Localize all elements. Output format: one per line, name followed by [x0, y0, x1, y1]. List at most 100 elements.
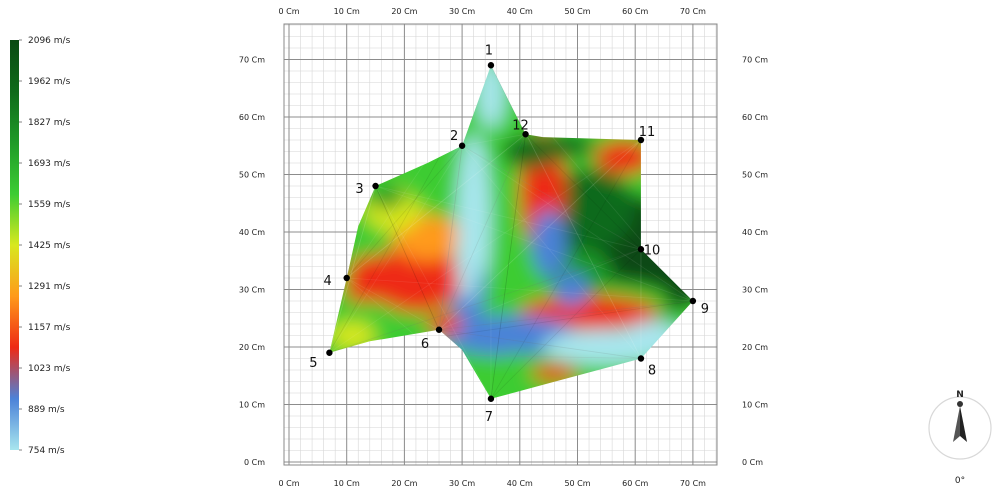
x-axis-bottom: 0 Cm 10 Cm 20 Cm 30 Cm 40 Cm 50 Cm 60 Cm 70 Cm — [278, 479, 706, 488]
ray-path — [438, 248, 642, 331]
sensor-point — [487, 395, 495, 402]
y-tick-label: 40 Cm — [742, 228, 768, 237]
ray-path — [438, 329, 642, 359]
compass-north-label: N — [956, 390, 964, 400]
sensor-point — [637, 355, 645, 362]
ray-path — [438, 134, 526, 330]
y-tick-label: 50 Cm — [239, 171, 265, 180]
y-tick-label: 10 Cm — [239, 401, 265, 410]
velocity-blob — [456, 209, 480, 301]
legend-label: 1827 m/s — [28, 118, 71, 128]
velocity-blob — [346, 254, 393, 313]
y-tick-label: 60 Cm — [239, 113, 265, 122]
sensor-point — [343, 274, 350, 282]
sensor-point — [637, 136, 645, 144]
sensor-point — [689, 297, 697, 305]
sensor-point — [522, 131, 529, 138]
y-tick-label: 50 Cm — [742, 171, 768, 180]
ray-path — [461, 145, 693, 302]
ray-path — [490, 248, 642, 399]
y-tick-label: 20 Cm — [742, 343, 768, 352]
velocity-blob — [594, 140, 653, 175]
legend-label: 1962 m/s — [28, 77, 71, 87]
x-tick-label: 20 Cm — [391, 479, 417, 488]
sensor-point-label: 12 — [512, 118, 529, 133]
sensor-point-label: 3 — [355, 182, 363, 197]
velocity-blob — [537, 134, 595, 158]
y-tick-label: 0 Cm — [244, 458, 265, 467]
north-compass[interactable]: N 0° — [928, 390, 992, 486]
ray-path — [461, 145, 642, 250]
sensor-point-label: 7 — [485, 410, 493, 425]
y-tick-label: 10 Cm — [742, 401, 768, 410]
sensor-point-label: 4 — [324, 274, 332, 289]
y-axis-left: 0 Cm 10 Cm 20 Cm 30 Cm 40 Cm 50 Cm 60 Cm 70 Cm — [239, 56, 265, 468]
ray-path — [438, 145, 463, 330]
plot-border — [283, 23, 718, 466]
velocity-blob — [369, 186, 405, 209]
ray-path — [329, 248, 642, 354]
ray-path — [438, 145, 463, 330]
ray-path — [438, 134, 526, 330]
sensor-point — [487, 62, 495, 69]
sensor-point-label: 5 — [309, 356, 317, 371]
x-axis-top: 0 Cm 10 Cm 20 Cm 30 Cm 40 Cm 50 Cm 60 Cm 70 Cm — [278, 7, 706, 16]
y-tick-label: 60 Cm — [742, 113, 768, 122]
y-tick-label: 30 Cm — [742, 286, 768, 295]
sensor-point — [435, 326, 443, 333]
x-tick-label: 40 Cm — [507, 7, 533, 16]
y-tick-label: 70 Cm — [742, 56, 768, 65]
sensor-point-label: 1 — [485, 43, 493, 58]
x-tick-label: 70 Cm — [680, 7, 706, 16]
ray-path — [329, 145, 463, 353]
sensor-point — [458, 142, 466, 149]
compass-needle-left — [953, 406, 960, 442]
ray-path — [329, 185, 376, 353]
velocity-blob — [439, 315, 578, 356]
legend-label: 1559 m/s — [28, 200, 71, 210]
ray-path — [462, 133, 526, 147]
ray-path — [438, 139, 642, 331]
ray-path — [346, 277, 440, 331]
x-tick-label: 10 Cm — [334, 7, 360, 16]
sensor-point-label: 6 — [421, 337, 429, 352]
legend-label: 1157 m/s — [28, 323, 71, 333]
ray-path — [438, 300, 693, 331]
ray-path — [438, 329, 642, 359]
ray-path — [438, 145, 463, 330]
compass-angle-label: 0° — [955, 476, 965, 486]
x-tick-label: 0 Cm — [278, 479, 299, 488]
sensor-point — [637, 246, 645, 253]
sensor-point-label: 9 — [701, 302, 709, 317]
plot-area: 0 Cm 10 Cm 20 Cm 30 Cm 40 Cm 50 Cm 60 Cm 70 Cm … — [239, 7, 768, 488]
y-tick-label: 40 Cm — [239, 228, 265, 237]
y-axis-right: 0 Cm 10 Cm 20 Cm 30 Cm 40 Cm 50 Cm 60 Cm 70 Cm — [742, 56, 768, 468]
x-tick-label: 50 Cm — [564, 479, 590, 488]
velocity-blob — [554, 272, 589, 307]
field-texture — [329, 65, 693, 399]
ray-path — [346, 133, 526, 279]
y-tick-label: 30 Cm — [239, 286, 265, 295]
x-tick-label: 70 Cm — [680, 479, 706, 488]
sensor-point-label: 2 — [450, 129, 458, 144]
ray-path — [490, 139, 642, 399]
legend-label: 889 m/s — [28, 405, 65, 415]
x-tick-label: 50 Cm — [564, 7, 590, 16]
legend-label: 1693 m/s — [28, 159, 71, 169]
ray-path — [490, 134, 526, 399]
x-tick-label: 0 Cm — [278, 7, 299, 16]
velocity-blob — [369, 243, 463, 313]
ray-path — [375, 185, 693, 302]
legend-label: 2096 m/s — [28, 36, 71, 46]
ray-path — [438, 145, 463, 330]
x-tick-label: 30 Cm — [449, 7, 475, 16]
ray-path — [490, 65, 526, 135]
legend-label: 1023 m/s — [28, 364, 71, 374]
ray-path — [346, 277, 693, 302]
ray-path — [375, 185, 440, 330]
ray-path — [346, 185, 376, 279]
y-tick-label: 0 Cm — [742, 458, 763, 467]
ray-path — [375, 185, 492, 399]
x-tick-label: 60 Cm — [622, 479, 648, 488]
